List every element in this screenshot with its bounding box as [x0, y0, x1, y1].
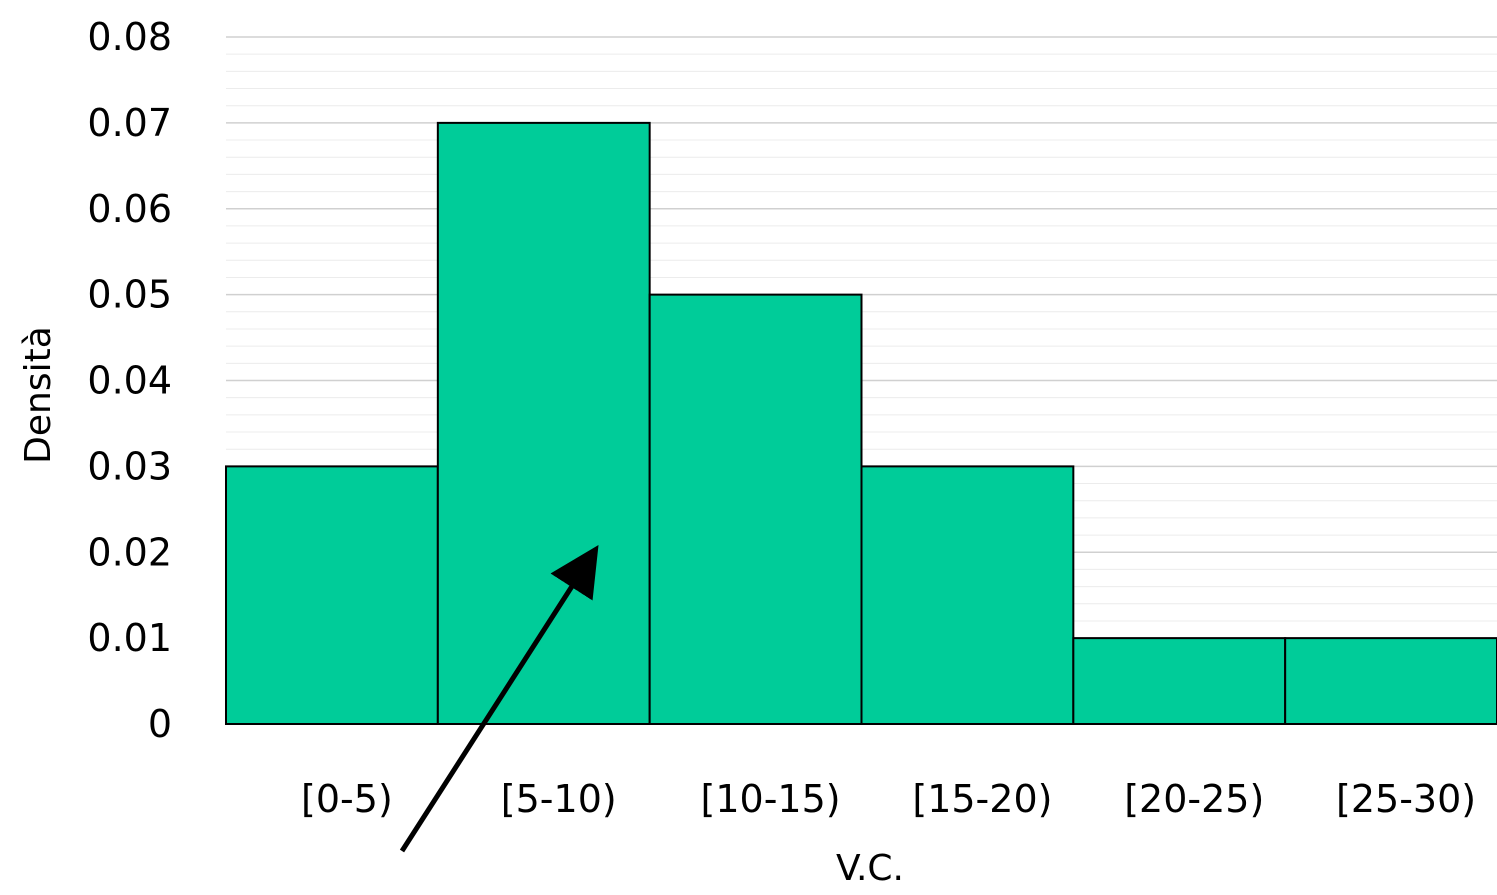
y-tick-label: 0: [148, 702, 172, 746]
x-category-label: [15-20): [912, 777, 1052, 821]
y-tick-label: 0.01: [87, 616, 172, 660]
y-axis-ticks: 0 0.01 0.02 0.03 0.04 0.05 0.06 0.07 0.08: [87, 15, 172, 746]
x-category-label: [20-25): [1124, 777, 1264, 821]
y-tick-label: 0.07: [87, 101, 172, 145]
bar: [648, 293, 863, 725]
x-category-label: [25-30): [1336, 777, 1476, 821]
bar: [1072, 637, 1287, 725]
bar: [436, 121, 651, 725]
x-axis-title: V.C.: [836, 848, 904, 889]
y-tick-label: 0.02: [87, 530, 172, 574]
x-category-label: [5-10): [501, 777, 617, 821]
y-axis-title: Densità: [18, 326, 59, 464]
y-tick-label: 0.05: [87, 273, 172, 317]
bar: [1284, 637, 1497, 725]
bars: [225, 121, 1497, 725]
x-category-label: [10-15): [701, 777, 841, 821]
bar: [860, 465, 1075, 725]
annotation-arrow: [399, 544, 599, 853]
x-category-label: [0-5): [301, 777, 393, 821]
y-tick-label: 0.06: [87, 187, 172, 231]
bar: [225, 465, 439, 725]
y-tick-label: 0.03: [87, 444, 172, 488]
y-tick-label: 0.04: [87, 359, 172, 403]
x-axis-categories: [0-5) [5-10) [10-15) [15-20) [20-25) [25-30): [301, 777, 1476, 821]
y-tick-label: 0.08: [87, 15, 172, 59]
